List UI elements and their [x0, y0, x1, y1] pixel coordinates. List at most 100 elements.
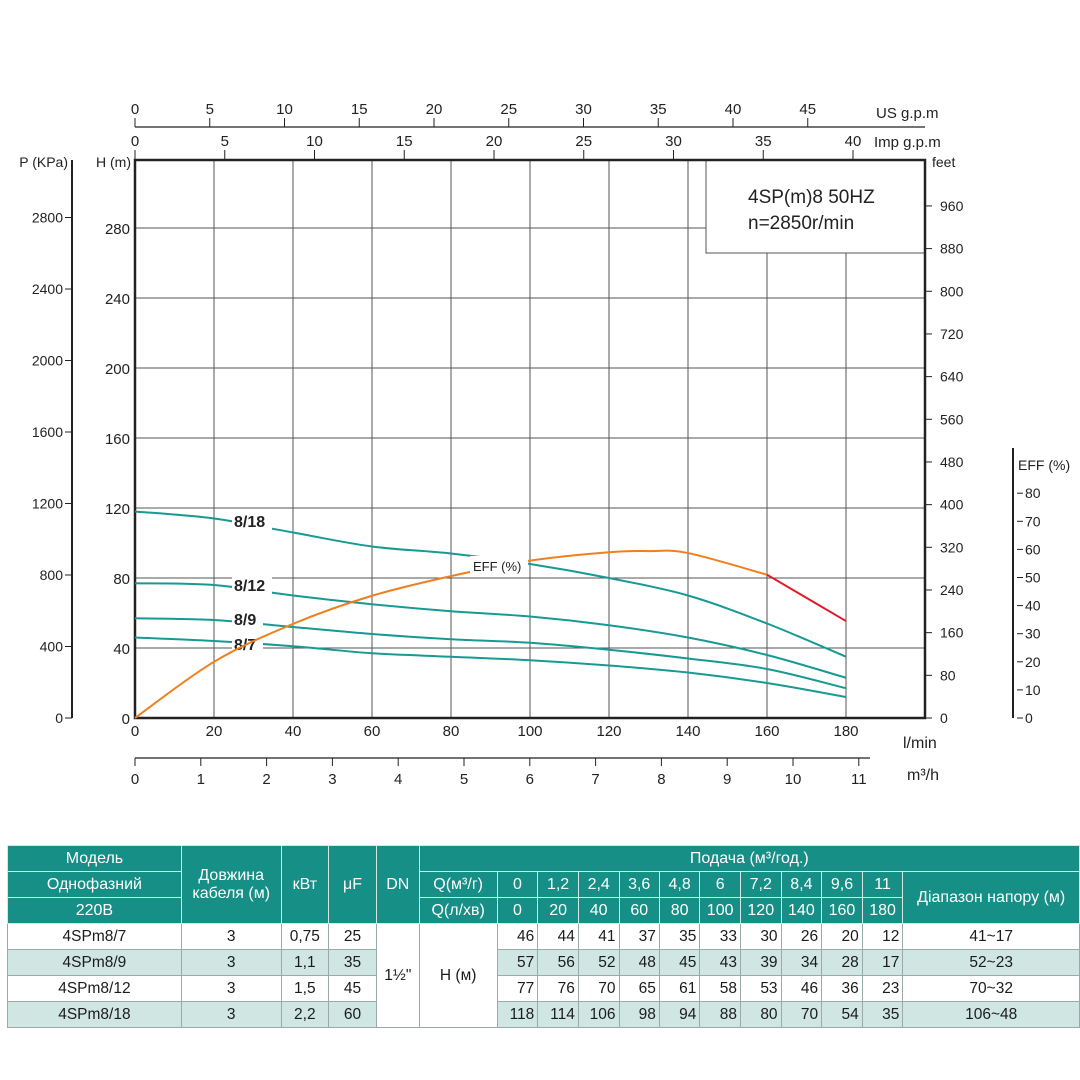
x-tick-label: 180	[833, 723, 858, 740]
curve-label: 8/12	[234, 578, 265, 595]
y-tick-label: 40	[113, 641, 130, 658]
imp-gpm-tick-label: 10	[306, 133, 323, 150]
kpa-tick-label: 0	[55, 710, 63, 726]
us-gpm-tick-label: 0	[131, 101, 139, 118]
feet-axis-label: feet	[932, 154, 955, 170]
m3h-tick-label: 7	[591, 771, 599, 788]
y-tick-label: 160	[105, 431, 130, 448]
flow-l-value: 100	[699, 897, 741, 924]
m3h-tick-label: 1	[197, 771, 205, 788]
header-q-l: Q(л/хв)	[418, 897, 498, 924]
imp-gpm-tick-label: 20	[486, 133, 503, 150]
flow-l-value: 120	[739, 897, 782, 924]
head-value-cell: 36	[821, 975, 863, 1002]
eff-tick-label: 0	[1025, 710, 1033, 726]
head-value-cell: 70	[780, 1001, 823, 1028]
eff-tick-label: 50	[1025, 570, 1041, 586]
imp-gpm-tick-label: 40	[845, 133, 862, 150]
table-row: 4SPm8/18 3 2,2 60 118 114 106 98 94 88 80 70 54 35 106…	[7, 1001, 1080, 1028]
m3h-tick-label: 2	[262, 771, 270, 788]
header-cable: Довжина кабеля (м)	[180, 845, 282, 924]
feet-tick-label: 960	[940, 198, 964, 214]
uf-cell: 45	[328, 975, 378, 1002]
head-value-cell: 54	[821, 1001, 863, 1028]
flow-m3-value: 11	[861, 871, 904, 898]
head-value-cell: 17	[861, 949, 904, 976]
header-range: Діапазон напору (м)	[902, 871, 1080, 924]
head-value-cell: 57	[496, 949, 539, 976]
imp-gpm-tick-label: 30	[665, 133, 682, 150]
chart-subtitle: n=2850r/min	[748, 213, 854, 234]
eff-tick-label: 10	[1025, 682, 1041, 698]
header-q-m3: Q(м³/г)	[418, 871, 498, 898]
flow-l-value: 80	[658, 897, 701, 924]
y-tick-label: 200	[105, 361, 130, 378]
header-model: Модель	[7, 845, 182, 872]
head-value-cell: 70	[577, 975, 620, 1002]
cable-cell: 3	[180, 949, 282, 976]
header-dn: DN	[376, 845, 420, 924]
m3h-tick-label: 8	[657, 771, 665, 788]
flow-l-value: 180	[861, 897, 904, 924]
head-value-cell: 41	[577, 923, 620, 950]
head-value-cell: 30	[739, 923, 782, 950]
curve-label-bg	[232, 512, 272, 530]
flow-l-value: 40	[577, 897, 620, 924]
imp-gpm-tick-label: 15	[396, 133, 413, 150]
flow-l-value: 140	[780, 897, 823, 924]
flow-m3-value: 3,6	[618, 871, 660, 898]
m3h-tick-label: 9	[723, 771, 731, 788]
spec-table: Модель Довжина кабеля (м) кВт μF DN Подача (м…	[7, 845, 1080, 1028]
y-axis-label: H (m)	[96, 154, 131, 170]
kpa-tick-label: 800	[40, 567, 64, 583]
x-tick-label: 80	[443, 723, 460, 740]
range-cell: 52~23	[902, 949, 1080, 976]
us-gpm-tick-label: 20	[426, 101, 443, 118]
eff-tick-label: 40	[1025, 598, 1041, 614]
x-tick-label: 140	[675, 723, 700, 740]
y-tick-label: 80	[113, 571, 130, 588]
feet-tick-label: 640	[940, 369, 964, 385]
x-tick-label: 40	[285, 723, 302, 740]
model-cell: 4SPm8/18	[7, 1001, 182, 1028]
table-row: 4SPm8/9 3 1,1 35 57 56 52 48 45 43 39 34 28 17 52~23	[7, 949, 1080, 976]
head-value-cell: 80	[739, 1001, 782, 1028]
table-header-row: Однофазний Q(м³/г) 0 1,2 2,4 3,6 4,8 6 7,2 8,4 9,6…	[7, 871, 1080, 924]
head-value-cell: 33	[699, 923, 741, 950]
x-axis-label: l/min	[903, 735, 937, 752]
head-value-cell: 20	[821, 923, 863, 950]
eff-axis-label: EFF (%)	[1018, 457, 1070, 473]
kpa-tick-label: 1600	[32, 424, 63, 440]
m3h-tick-label: 6	[526, 771, 534, 788]
uf-cell: 35	[328, 949, 378, 976]
h-label-cell: H (м)	[418, 923, 498, 1028]
table-row: 4SPm8/12 3 1,5 45 77 76 70 65 61 58 53 46 36 23 70~32	[7, 975, 1080, 1002]
header-flow: Подача (м³/год.)	[418, 845, 1080, 872]
head-value-cell: 77	[496, 975, 539, 1002]
head-value-cell: 12	[861, 923, 904, 950]
feet-tick-label: 480	[940, 454, 964, 470]
head-value-cell: 28	[821, 949, 863, 976]
m3h-tick-label: 0	[131, 771, 139, 788]
flow-l-value: 60	[618, 897, 660, 924]
head-value-cell: 35	[861, 1001, 904, 1028]
us-gpm-tick-label: 40	[725, 101, 742, 118]
imp-gpm-axis-label: Imp g.p.m	[874, 134, 941, 151]
kpa-tick-label: 400	[40, 639, 64, 655]
kpa-tick-label: 2400	[32, 281, 63, 297]
model-cell: 4SPm8/7	[7, 923, 182, 950]
head-value-cell: 45	[658, 949, 701, 976]
head-value-cell: 53	[739, 975, 782, 1002]
imp-gpm-tick-label: 25	[575, 133, 592, 150]
cable-cell: 3	[180, 1001, 282, 1028]
header-uf: μF	[328, 845, 378, 924]
eff-tick-label: 30	[1025, 626, 1041, 642]
eff-curve-label: EFF (%)	[473, 559, 521, 574]
y-tick-label: 240	[105, 291, 130, 308]
x-tick-label: 160	[754, 723, 779, 740]
x-tick-label: 100	[517, 723, 542, 740]
m3h-tick-label: 11	[851, 771, 867, 788]
model-cell: 4SPm8/9	[7, 949, 182, 976]
head-value-cell: 114	[537, 1001, 579, 1028]
flow-l-value: 0	[496, 897, 539, 924]
